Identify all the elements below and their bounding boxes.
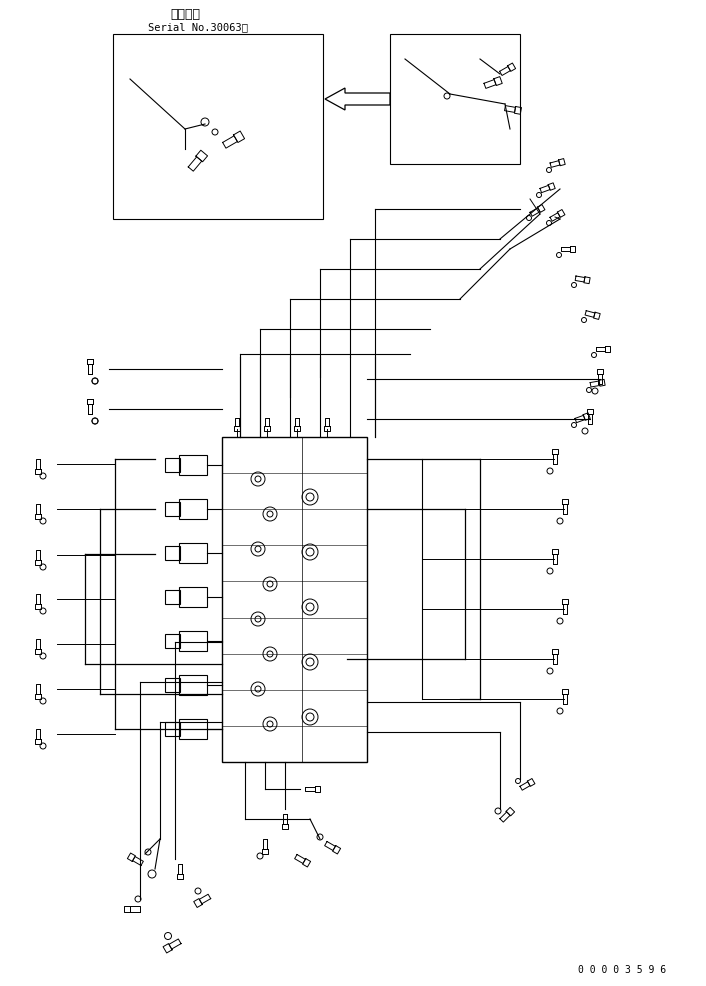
Text: 0 0 0 0 3 5 9 6: 0 0 0 0 3 5 9 6 — [578, 964, 666, 974]
Text: Serial No.30063～: Serial No.30063～ — [148, 22, 248, 32]
Polygon shape — [325, 89, 390, 110]
Bar — [390, 35, 520, 165]
Bar — [179, 500, 207, 520]
Bar — [222, 438, 367, 762]
Bar — [165, 546, 180, 560]
Bar — [179, 719, 207, 740]
Text: 適用号機: 適用号機 — [170, 8, 200, 21]
Bar — [165, 503, 180, 517]
Bar — [179, 675, 207, 695]
Bar — [179, 631, 207, 652]
Bar — [165, 723, 180, 737]
Bar — [165, 634, 180, 649]
Bar — [165, 591, 180, 604]
Bar — [113, 35, 323, 220]
Bar — [179, 588, 207, 607]
Bar — [165, 678, 180, 692]
Bar — [179, 543, 207, 563]
Bar — [179, 456, 207, 475]
Bar — [165, 458, 180, 472]
